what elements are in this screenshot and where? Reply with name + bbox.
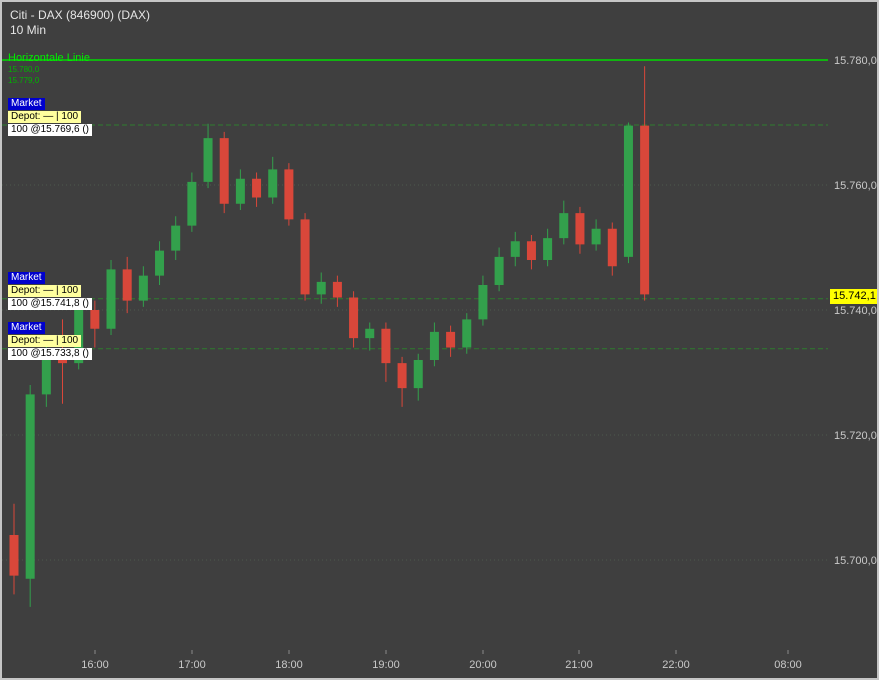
candle-body [235, 178, 245, 204]
price-axis-label: 15.780,0 [834, 55, 877, 67]
candle-body [268, 169, 278, 198]
candle-body [219, 138, 229, 204]
candle-body [106, 269, 116, 329]
time-axis[interactable]: 16:00 17:00 18:00 19:00 20:00 21:00 22:00 08:00 [81, 650, 802, 671]
candle-body [155, 250, 165, 276]
candle-body [349, 297, 359, 339]
candle-body [316, 281, 326, 295]
candle-body [413, 360, 423, 389]
candle-body [252, 178, 262, 198]
candle-body [429, 331, 439, 361]
time-axis-label: 08:00 [774, 659, 802, 671]
order-marker[interactable]: Market Depot: — | 100 100 @15.733,8 () [8, 321, 92, 361]
order-depot-badge: Depot: — | 100 [8, 284, 82, 297]
candle-body [203, 138, 213, 182]
price-axis-label: 15.700,0 [834, 555, 877, 567]
price-axis-label: 15.740,0 [834, 305, 877, 317]
order-depot-badge: Depot: — | 100 [8, 334, 82, 347]
instrument-title: Citi - DAX (846900) (DAX) [10, 8, 151, 22]
candle-body [365, 328, 375, 339]
candle-body [510, 241, 520, 257]
drawn-line-annotations: Horizontale Linie 15.780,0 15.779,0 [8, 52, 90, 86]
order-type-badge[interactable]: Market [8, 271, 45, 284]
candle-body [543, 238, 553, 261]
candle-body [526, 241, 536, 260]
candle-body [90, 310, 100, 329]
candle-body [187, 181, 197, 226]
candle-body [138, 275, 148, 301]
candle-body [41, 350, 51, 395]
order-type-badge[interactable]: Market [8, 321, 45, 334]
current-price-badge: 15.742,1 [830, 288, 877, 304]
time-axis-label: 16:00 [81, 659, 109, 671]
time-axis-label: 20:00 [469, 659, 497, 671]
chart-header: Citi - DAX (846900) (DAX) 10 Min [10, 8, 150, 38]
candle-body [446, 331, 456, 348]
price-axis-label: 15.720,0 [834, 430, 877, 442]
candle-body [381, 328, 391, 364]
candle-body [332, 281, 342, 298]
candle-body [575, 213, 585, 245]
price-axis-label: 15.760,0 [834, 180, 877, 192]
time-axis-label: 19:00 [372, 659, 400, 671]
candle-body [591, 228, 601, 245]
candle-body [494, 256, 504, 286]
time-axis-label: 18:00 [275, 659, 303, 671]
order-type-badge[interactable]: Market [8, 98, 45, 110]
order-fill-badge: 100 @15.769,6 () [8, 124, 92, 136]
order-fill-badge: 100 @15.733,8 () [8, 347, 92, 360]
order-fill-badge: 100 @15.741,8 () [8, 297, 92, 310]
candle-body [607, 228, 617, 267]
candle-body [25, 394, 35, 579]
order-marker[interactable]: Market Depot: — | 100 100 @15.741,8 () [8, 271, 92, 311]
candle-body [478, 285, 488, 320]
time-axis-label: 21:00 [565, 659, 593, 671]
candle-body [122, 269, 132, 301]
candle-body [300, 219, 310, 295]
candle-body [171, 225, 181, 251]
timeframe-label: 10 Min [10, 23, 47, 37]
candle-body [9, 535, 19, 576]
order-lines-layer [2, 124, 828, 350]
time-axis-label: 17:00 [178, 659, 206, 671]
line-annotation-1: 15.780,0 [8, 65, 40, 74]
time-axis-label: 22:00 [662, 659, 690, 671]
candle-body [462, 319, 472, 348]
order-marker[interactable]: Market Depot: — | 100 100 @15.769,6 () [8, 98, 92, 137]
candle-body [559, 213, 569, 239]
candle-body [284, 169, 294, 220]
line-annotation-2: 15.779,0 [8, 76, 40, 85]
grid-layer [2, 184, 828, 561]
order-depot-badge: Depot: — | 100 [8, 111, 82, 123]
candle-body [623, 125, 633, 257]
candle-body [640, 125, 650, 295]
price-axis[interactable]: 15.780,0 15.760,0 15.740,0 15.720,0 15.700,0 [834, 55, 877, 567]
candle-body [397, 363, 407, 389]
candles-layer [9, 66, 650, 607]
horizontal-line-label[interactable]: Horizontale Linie [8, 52, 90, 64]
